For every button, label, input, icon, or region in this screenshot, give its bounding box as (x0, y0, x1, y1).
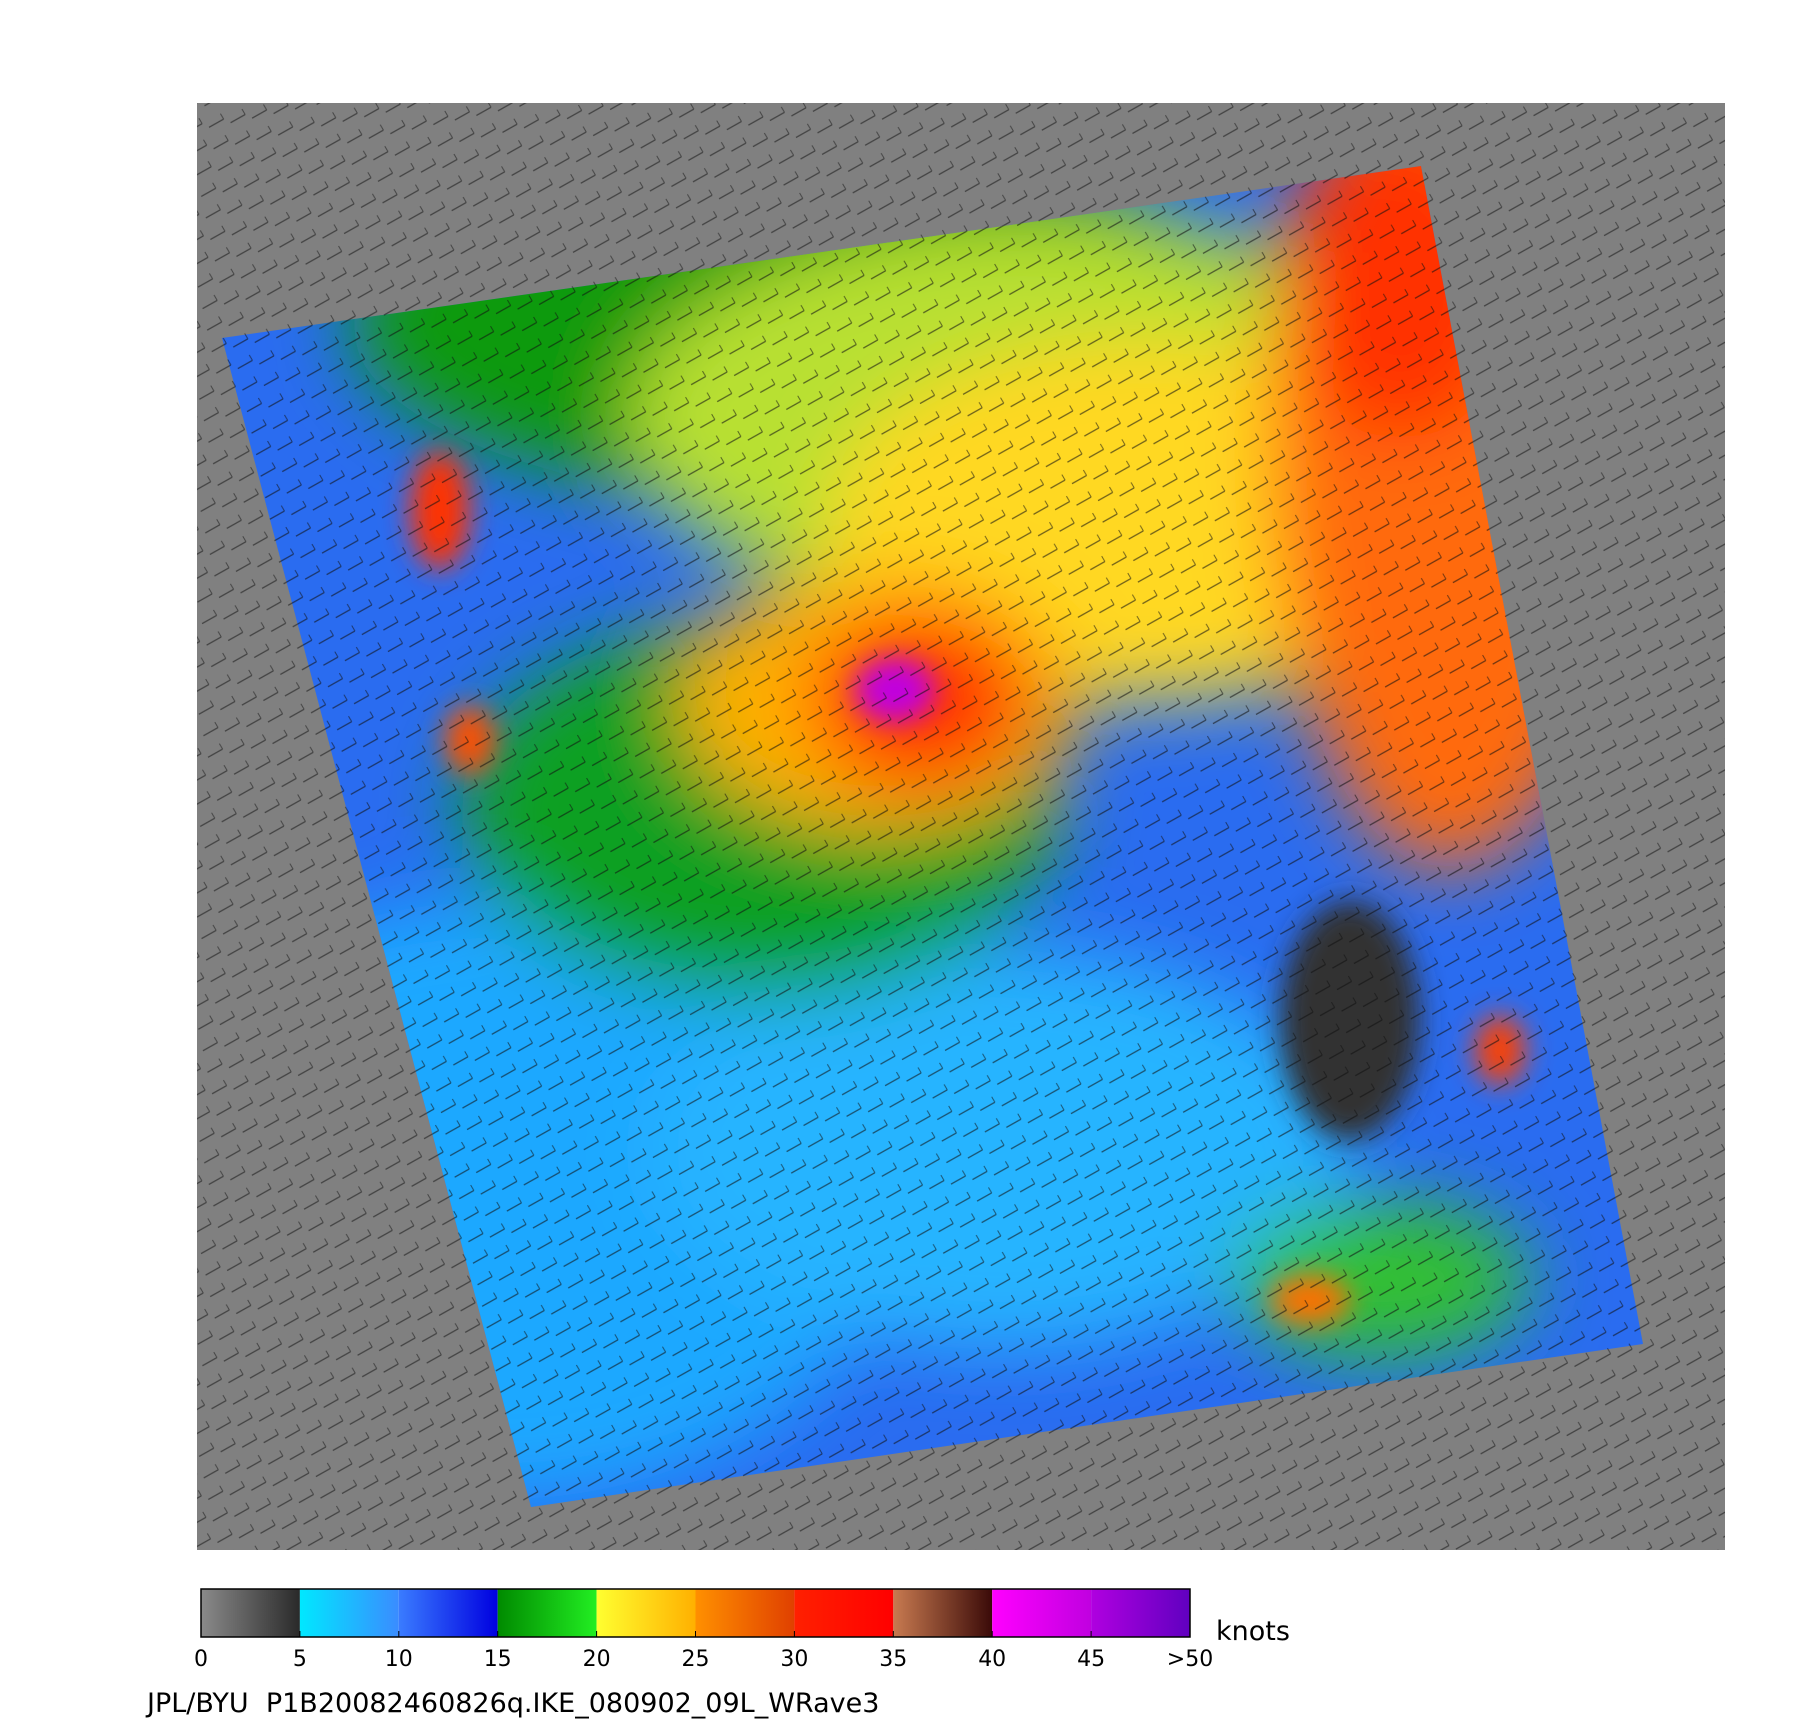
colorbar-band (497, 1589, 597, 1637)
colorbar-tick-label: 0 (194, 1647, 208, 1672)
footer-label: JPL/BYU P1B20082460826q.IKE_080902_09L_W… (145, 1688, 879, 1719)
colorbar-band (695, 1589, 795, 1637)
colorbar-unit: knots (1216, 1616, 1290, 1647)
colorbar-band (992, 1589, 1092, 1637)
colorbar-tick-label: 40 (978, 1647, 1006, 1672)
colorbar-band (1091, 1589, 1190, 1637)
colorbar-tick-label: 45 (1077, 1647, 1105, 1672)
colorbar-band (893, 1589, 993, 1637)
colorbar-band (299, 1589, 399, 1637)
colorbar-band (201, 1589, 300, 1637)
colorbar-tick-label: 25 (682, 1647, 710, 1672)
colorbar-tick-label: 35 (879, 1647, 907, 1672)
colorbar: 0 5 10 15 20 25 30 35 40 45 >50 (194, 1588, 1213, 1672)
colorbar-tick-label: 5 (293, 1647, 307, 1672)
colorbar-band (794, 1589, 894, 1637)
colorbar-tick-label: 15 (484, 1647, 512, 1672)
colorbar-tick-label: >50 (1167, 1647, 1213, 1672)
colorbar-tick-label: 30 (780, 1647, 808, 1672)
colorbar-band (596, 1589, 696, 1637)
colorbar-tick-label: 10 (385, 1647, 413, 1672)
colorbar-tick-label: 20 (583, 1647, 611, 1672)
colorbar-band (398, 1589, 498, 1637)
